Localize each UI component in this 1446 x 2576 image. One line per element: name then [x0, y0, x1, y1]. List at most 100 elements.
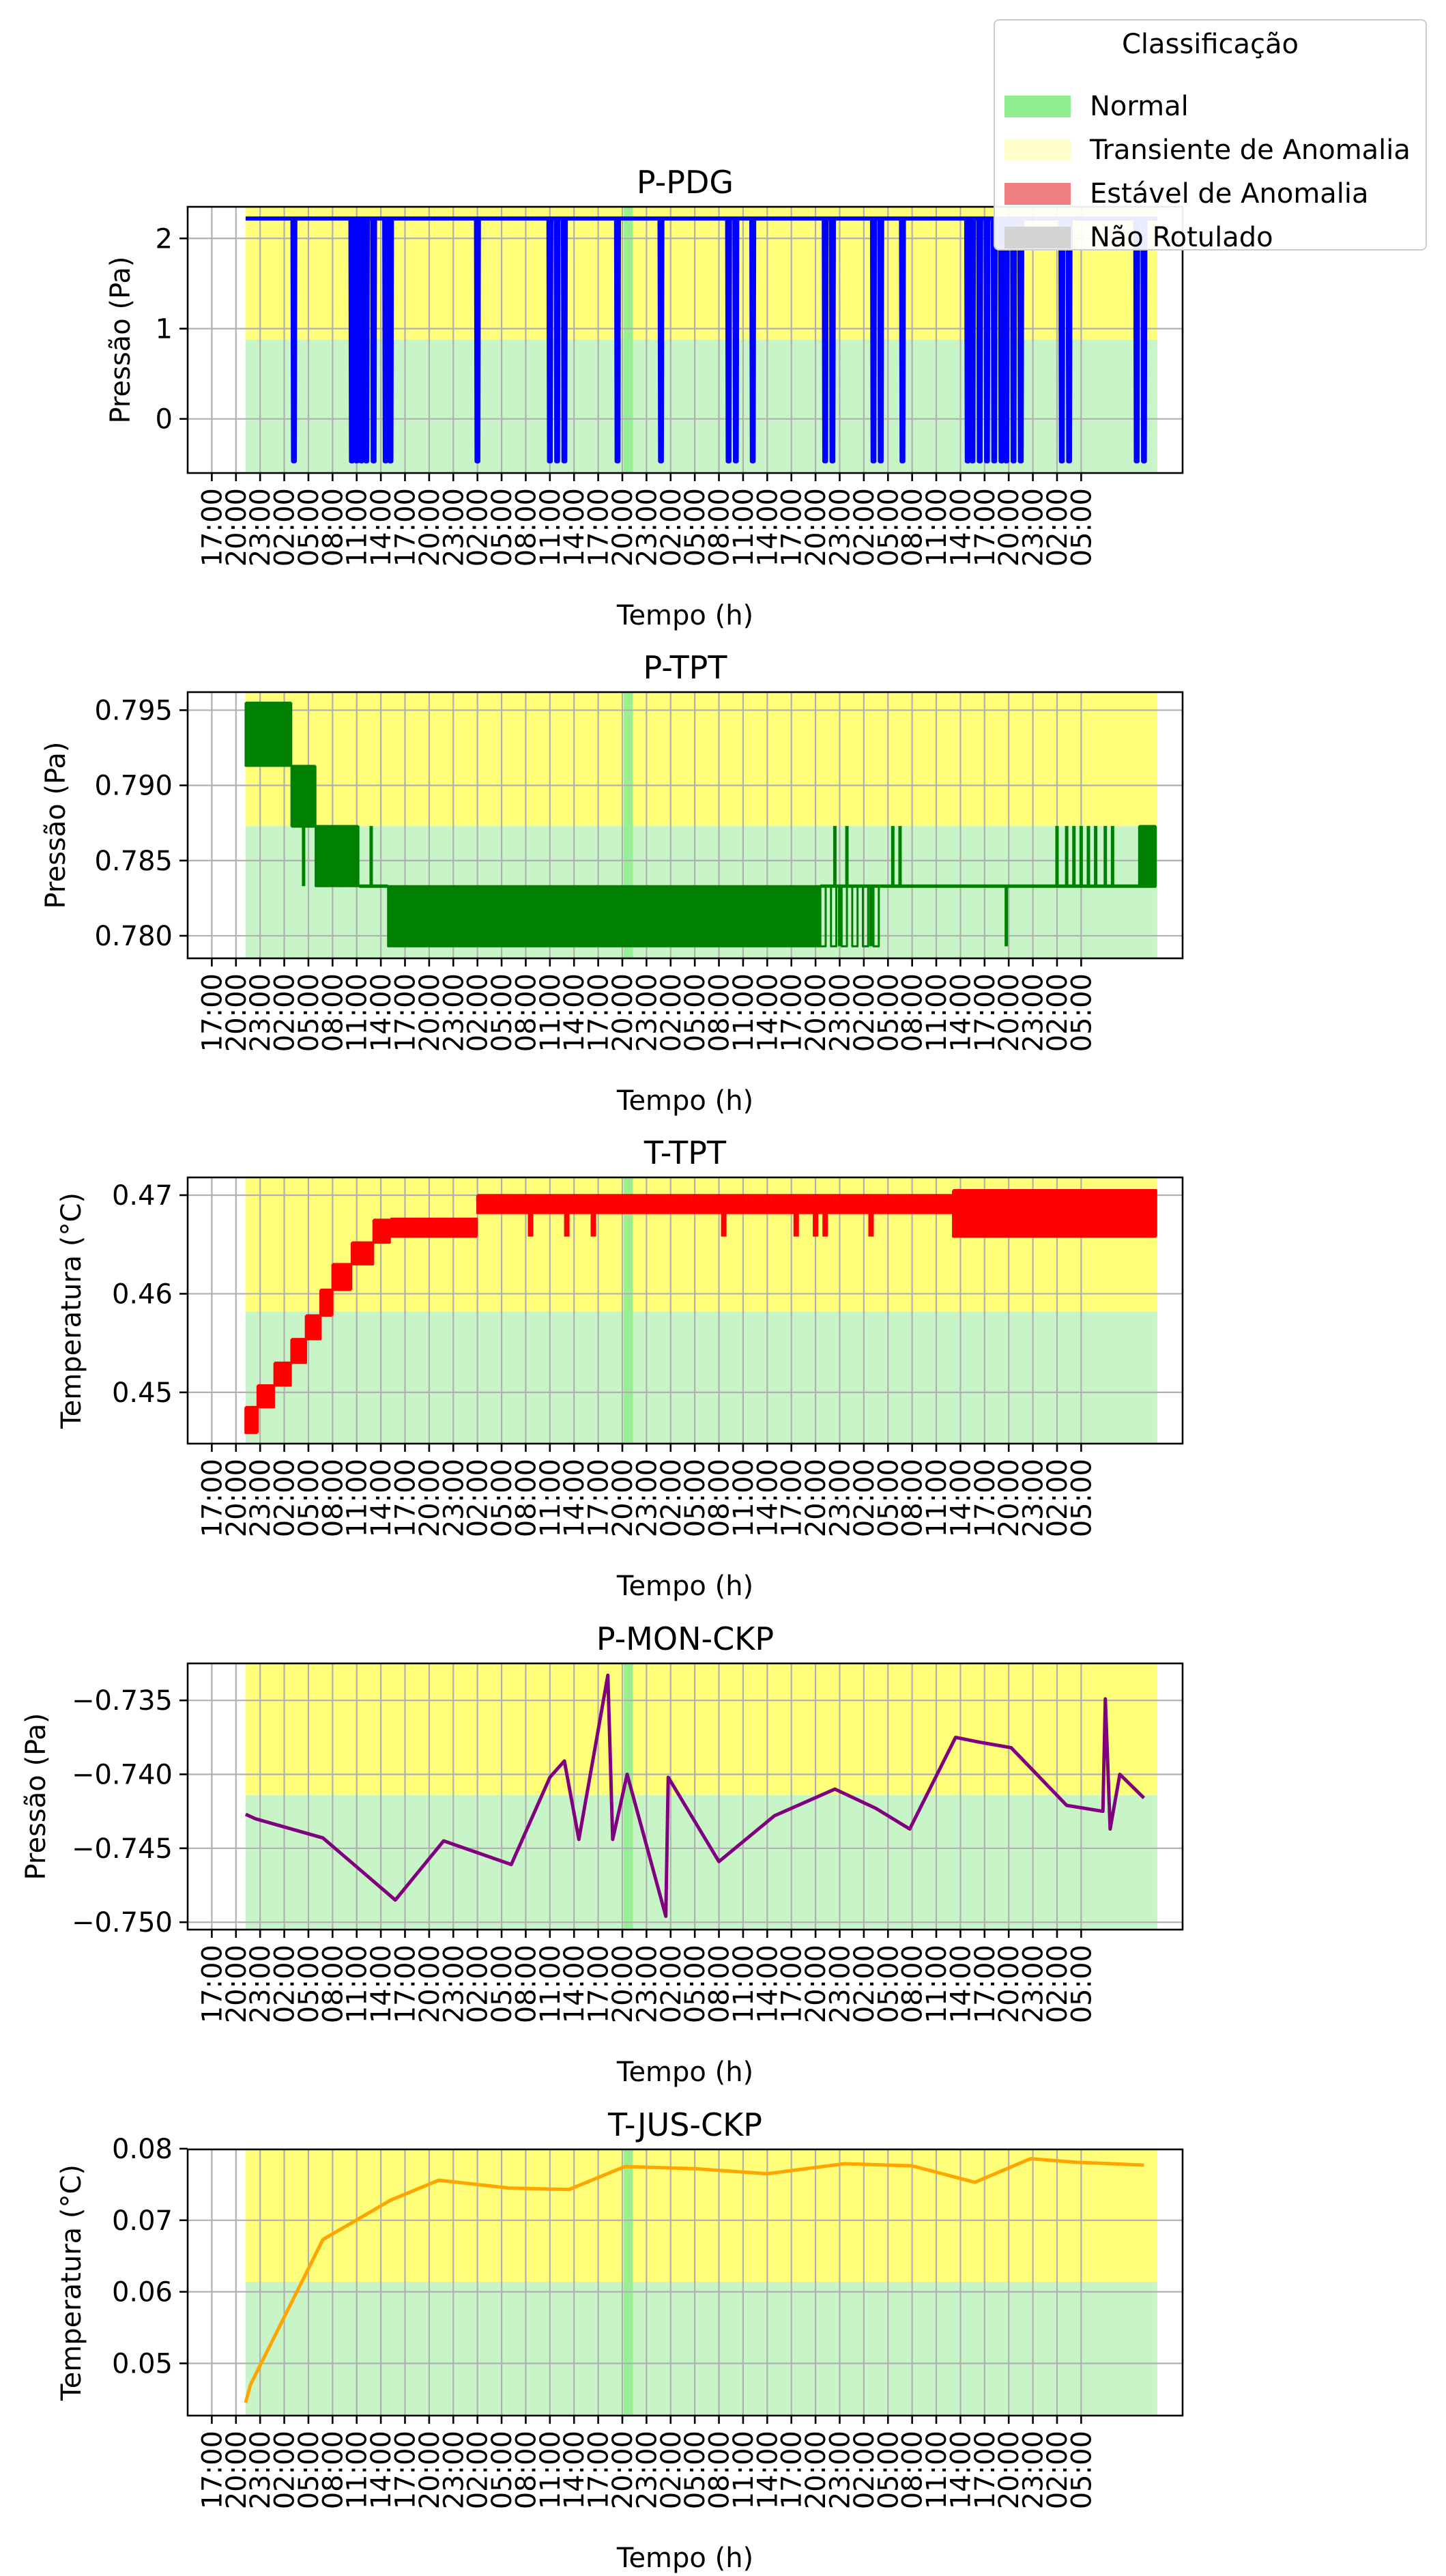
- x-tick-label: 05:00: [293, 488, 325, 567]
- x-tick-label: 11:00: [728, 2431, 760, 2509]
- x-tick-label: 02:00: [656, 488, 687, 567]
- dip-mark: [828, 218, 836, 463]
- x-tick-label: 02:00: [270, 488, 301, 567]
- x-tick-label: 08:00: [510, 2431, 542, 2509]
- dip-mark: [793, 1213, 799, 1237]
- x-tick-label: 05:00: [873, 1945, 904, 2023]
- dip-mark: [527, 1213, 534, 1237]
- x-tick-label: 23:00: [438, 488, 469, 567]
- x-tick-label: 20:00: [607, 973, 639, 1052]
- dip-mark: [976, 218, 983, 463]
- dip-mark: [553, 218, 561, 463]
- x-tick-label: 20:00: [994, 1945, 1025, 2023]
- dip-mark: [657, 218, 665, 463]
- x-tick-label: 08:00: [317, 1945, 349, 2023]
- x-tick-label: 02:00: [849, 2431, 880, 2509]
- x-tick-label: 17:00: [390, 2431, 421, 2509]
- legend-swatch-estavel: [1004, 183, 1071, 205]
- chart-title: P-PDG: [637, 164, 734, 201]
- y-tick-label: 0.790: [94, 771, 173, 802]
- dip-mark: [353, 218, 360, 463]
- dip-mark: [990, 218, 998, 463]
- x-tick-label: 08:00: [510, 1459, 542, 1537]
- x-tick-label: 23:00: [1018, 1459, 1050, 1537]
- x-tick-label: 17:00: [197, 2431, 228, 2509]
- x-tick-label: 05:00: [1066, 2431, 1097, 2509]
- x-tick-label: 02:00: [849, 1945, 880, 2023]
- x-tick-label: 05:00: [873, 488, 904, 567]
- x-tick-label: 05:00: [1066, 488, 1097, 567]
- x-tick-label: 11:00: [535, 2431, 566, 2509]
- x-tick-label: 20:00: [994, 488, 1025, 567]
- x-tick-label: 02:00: [270, 973, 301, 1052]
- x-tick-label: 23:00: [824, 2431, 856, 2509]
- x-tick-label: 11:00: [921, 2431, 953, 2509]
- x-tick-label: 08:00: [317, 1459, 349, 1537]
- dip-mark: [290, 218, 298, 463]
- x-axis-label: Tempo (h): [616, 1085, 753, 1117]
- x-tick-label: 02:00: [270, 2431, 301, 2509]
- series-line: [244, 1673, 1146, 1918]
- series-band-segment: [350, 1241, 375, 1265]
- x-tick-label: 05:00: [680, 1459, 711, 1537]
- dip-mark: [969, 218, 977, 463]
- series-band-segment: [387, 885, 821, 947]
- x-tick-label: 02:00: [463, 1945, 494, 2023]
- x-tick-label: 17:00: [583, 1459, 615, 1537]
- x-tick-label: 17:00: [390, 973, 421, 1052]
- x-tick-label: 23:00: [631, 973, 663, 1052]
- series-band-segment: [476, 1194, 954, 1214]
- x-tick-label: 17:00: [777, 2431, 808, 2509]
- dip-mark: [560, 218, 568, 463]
- x-tick-label: 20:00: [994, 973, 1025, 1052]
- dip-mark: [1133, 218, 1140, 463]
- series-line: [244, 2157, 1144, 2403]
- series-band-segment: [952, 1189, 1157, 1238]
- x-tick-label: 08:00: [897, 2431, 929, 2509]
- dip-mark: [822, 1213, 828, 1237]
- x-tick-label: 23:00: [245, 2431, 276, 2509]
- axes-frame: [186, 2148, 1184, 2417]
- x-tick-label: 17:00: [970, 1459, 1001, 1537]
- x-tick-label: 20:00: [221, 973, 252, 1052]
- x-tick-label: 17:00: [197, 973, 228, 1052]
- x-tick-label: 20:00: [607, 1945, 639, 2023]
- x-tick-label: 14:00: [752, 2431, 783, 2509]
- x-tick-label: 17:00: [970, 1945, 1001, 2023]
- x-tick-label: 11:00: [342, 1459, 373, 1537]
- normal-span: [624, 2149, 633, 2416]
- series-band-segment: [319, 1288, 334, 1317]
- legend-title: Classificação: [1121, 29, 1299, 60]
- x-tick-label: 17:00: [390, 488, 421, 567]
- x-tick-label: 23:00: [824, 488, 856, 567]
- x-tick-label: 11:00: [535, 1945, 566, 2023]
- y-axis-label: Pressão (Pa): [40, 741, 72, 908]
- x-tick-label: 14:00: [366, 1459, 397, 1537]
- x-tick-label: 20:00: [607, 1459, 639, 1537]
- dip-mark: [998, 218, 1005, 463]
- dip-mark: [1065, 218, 1073, 463]
- x-tick-label: 14:00: [752, 973, 783, 1052]
- x-tick-label: 23:00: [245, 973, 276, 1052]
- y-tick-label: 0.47: [112, 1180, 173, 1212]
- chart-panel-p-mon-ckp: −0.750−0.745−0.740−0.73517:0020:0023:000…: [20, 1620, 1184, 2088]
- x-tick-label: 14:00: [752, 488, 783, 567]
- chart-panel-p-tpt: 0.7800.7850.7900.79517:0020:0023:0002:00…: [40, 649, 1184, 1117]
- x-tick-label: 11:00: [921, 1459, 953, 1537]
- x-axis-label: Tempo (h): [616, 2543, 753, 2574]
- axes-frame: [186, 205, 1184, 474]
- legend-item-estavel: Estável de Anomalia: [1004, 172, 1369, 216]
- legend-label: Não Rotulado: [1090, 222, 1273, 253]
- y-tick-label: 0.780: [94, 921, 173, 952]
- x-tick-label: 05:00: [680, 2431, 711, 2509]
- x-tick-label: 02:00: [1042, 488, 1073, 567]
- normal-band: [245, 2281, 1157, 2416]
- x-tick-label: 02:00: [656, 1945, 687, 2023]
- x-tick-label: 05:00: [680, 973, 711, 1052]
- normal-span: [624, 1177, 633, 1444]
- chart-title: P-MON-CKP: [596, 1620, 774, 1657]
- x-tick-label: 23:00: [631, 2431, 663, 2509]
- x-tick-label: 23:00: [1018, 1945, 1050, 2023]
- dip-mark: [983, 218, 991, 463]
